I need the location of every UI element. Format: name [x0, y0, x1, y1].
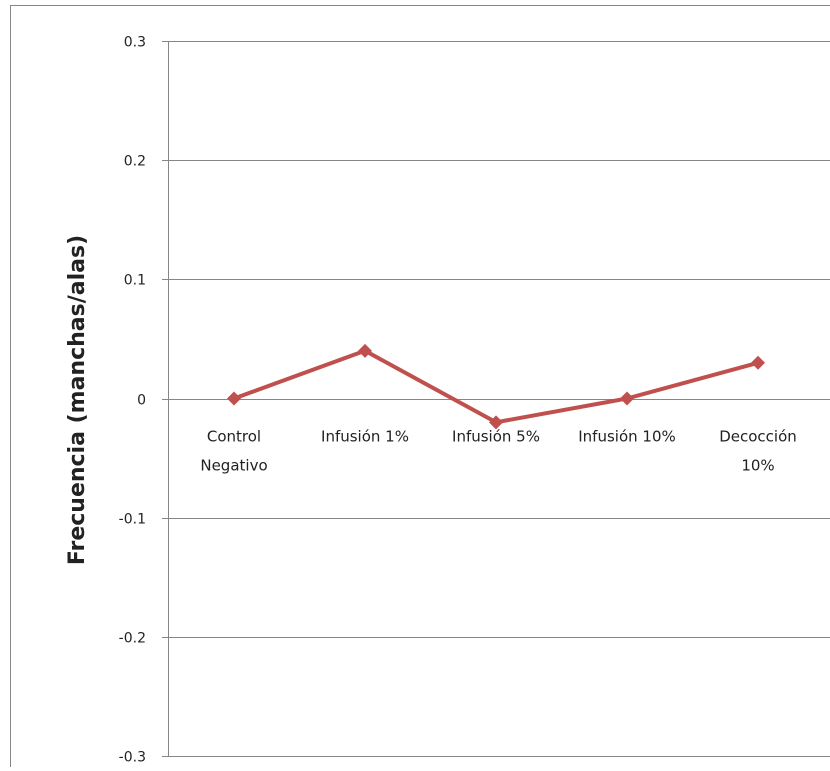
y-tick-label: 0.1 [124, 273, 146, 289]
x-category-label: Decocción 10% [719, 428, 797, 475]
x-category-label-line: Negativo [200, 457, 267, 475]
y-tick-label: -0.3 [119, 750, 146, 766]
x-category-label-line: Infusión 1% [321, 428, 409, 446]
y-tick-labels: 0.3 0.2 0.1 0 -0.1 -0.2 -0.3 [119, 35, 146, 766]
data-point-marker [620, 392, 634, 406]
x-category-labels: Control Negativo Infusión 1% Infusión 5% Inf… [200, 428, 796, 475]
x-category-label-line: Decocción [719, 428, 797, 446]
y-tick-label: -0.2 [119, 631, 146, 647]
y-tick-label: 0 [137, 393, 146, 409]
y-tick-label: 0.2 [124, 154, 146, 170]
gridlines [162, 42, 830, 757]
x-category-label: Infusión 1% [321, 428, 409, 446]
x-category-label-line: Infusión 10% [578, 428, 676, 446]
x-category-label-line: Control [207, 428, 261, 446]
x-category-label-line: Infusión 5% [452, 428, 540, 446]
x-category-label-line: 10% [741, 457, 774, 475]
x-category-label: Infusión 10% [578, 428, 676, 446]
data-point-marker [751, 356, 765, 370]
data-point-marker [227, 392, 241, 406]
x-category-label: Control Negativo [200, 428, 267, 475]
series-layer [227, 344, 765, 430]
y-tick-label: -0.1 [119, 512, 146, 528]
series-line [234, 351, 758, 423]
chart-border [11, 6, 830, 768]
y-tick-label: 0.3 [124, 35, 146, 51]
y-axis-title: Frecuencia (manchas/alas) [65, 235, 90, 565]
x-category-label: Infusión 5% [452, 428, 540, 446]
